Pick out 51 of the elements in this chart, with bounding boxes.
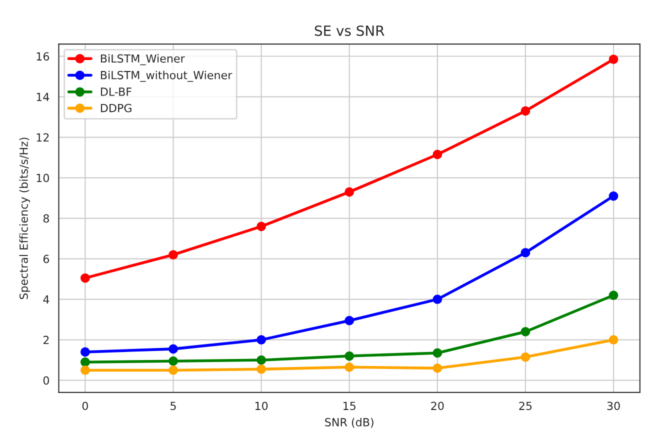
point — [168, 344, 178, 354]
point — [520, 327, 530, 336]
y-tick-label: 10 — [36, 174, 50, 182]
x-tick-label: 10 — [255, 402, 268, 410]
y-tick-label: 14 — [36, 92, 50, 101]
y-tick-label: 8 — [43, 214, 49, 223]
point — [432, 150, 442, 160]
x-tick-label: 20 — [431, 402, 444, 410]
point — [168, 366, 178, 375]
y-tick-label: 2 — [43, 336, 49, 344]
point — [80, 273, 90, 283]
point — [80, 366, 90, 375]
point — [256, 355, 266, 365]
legend-label: BiLSTM_without_Wiener — [100, 70, 232, 82]
point — [256, 222, 266, 232]
point — [608, 191, 618, 201]
point — [608, 335, 618, 345]
point — [80, 347, 90, 357]
point — [520, 352, 530, 362]
point — [256, 364, 266, 374]
point — [608, 54, 618, 64]
point — [256, 335, 266, 345]
point — [344, 316, 354, 326]
x-tick-label: 5 — [170, 402, 176, 410]
y-tick-label: 12 — [36, 133, 49, 142]
point — [344, 187, 354, 197]
point — [80, 357, 90, 367]
y-tick-label: 4 — [43, 295, 50, 304]
x-tick-label: 25 — [519, 402, 532, 410]
y-tick-label: 0 — [43, 376, 50, 385]
legend-label: BiLSTM_Wiener — [100, 54, 185, 66]
point — [344, 351, 354, 361]
point — [432, 348, 442, 358]
y-axis-title: Spectral Efficiency (bits/s/Hz) — [19, 138, 30, 300]
point — [520, 106, 530, 116]
chart-title: SE vs SNR — [314, 25, 384, 36]
legend-label: DDPG — [100, 104, 132, 112]
point — [168, 250, 178, 260]
point — [608, 290, 618, 300]
x-tick-label: 15 — [344, 402, 356, 410]
x-tick-label: 0 — [82, 402, 88, 410]
y-tick-label: 6 — [43, 254, 50, 264]
x-axis-title: SNR (dB) — [325, 418, 374, 428]
y-tick-label: 16 — [36, 52, 50, 61]
point — [168, 356, 178, 366]
x-tick-label: 30 — [607, 402, 620, 410]
legend-label: DL-BF — [100, 88, 132, 96]
point — [520, 248, 530, 258]
point — [432, 294, 442, 304]
point — [344, 362, 354, 372]
point — [432, 363, 442, 373]
